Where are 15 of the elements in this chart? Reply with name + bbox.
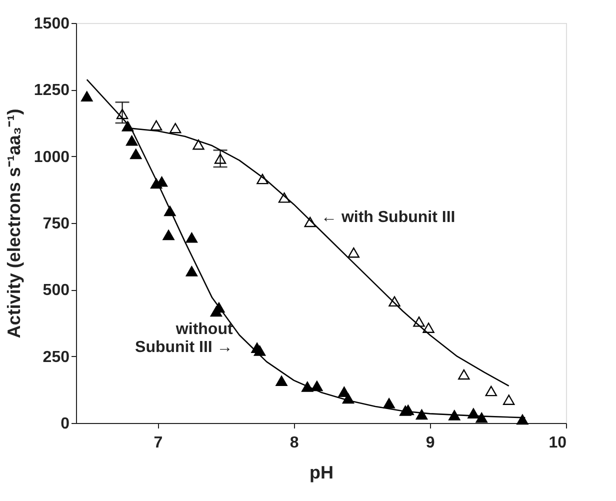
y-tick-label: 750 xyxy=(42,216,70,232)
x-tick-label: 7 xyxy=(154,434,163,452)
x-tick-label: 9 xyxy=(426,434,435,452)
annotation: without Subunit III → xyxy=(135,321,234,356)
y-tick-label: 500 xyxy=(42,282,70,300)
y-tick-label: 1000 xyxy=(34,148,70,166)
annotation: ← with Subunit III xyxy=(321,209,456,226)
x-axis-title: pH xyxy=(310,462,334,482)
y-tick-label: 250 xyxy=(42,348,70,366)
y-axis-title: Activity (electrons s⁻¹aa₃⁻¹) xyxy=(4,108,24,338)
y-tick-label: 1250 xyxy=(34,82,70,100)
x-tick-label: 8 xyxy=(290,434,299,452)
x-tick-label: 10 xyxy=(548,434,567,452)
y-tick-label: 1500 xyxy=(34,16,70,32)
y-tick-label: 0 xyxy=(60,416,70,432)
